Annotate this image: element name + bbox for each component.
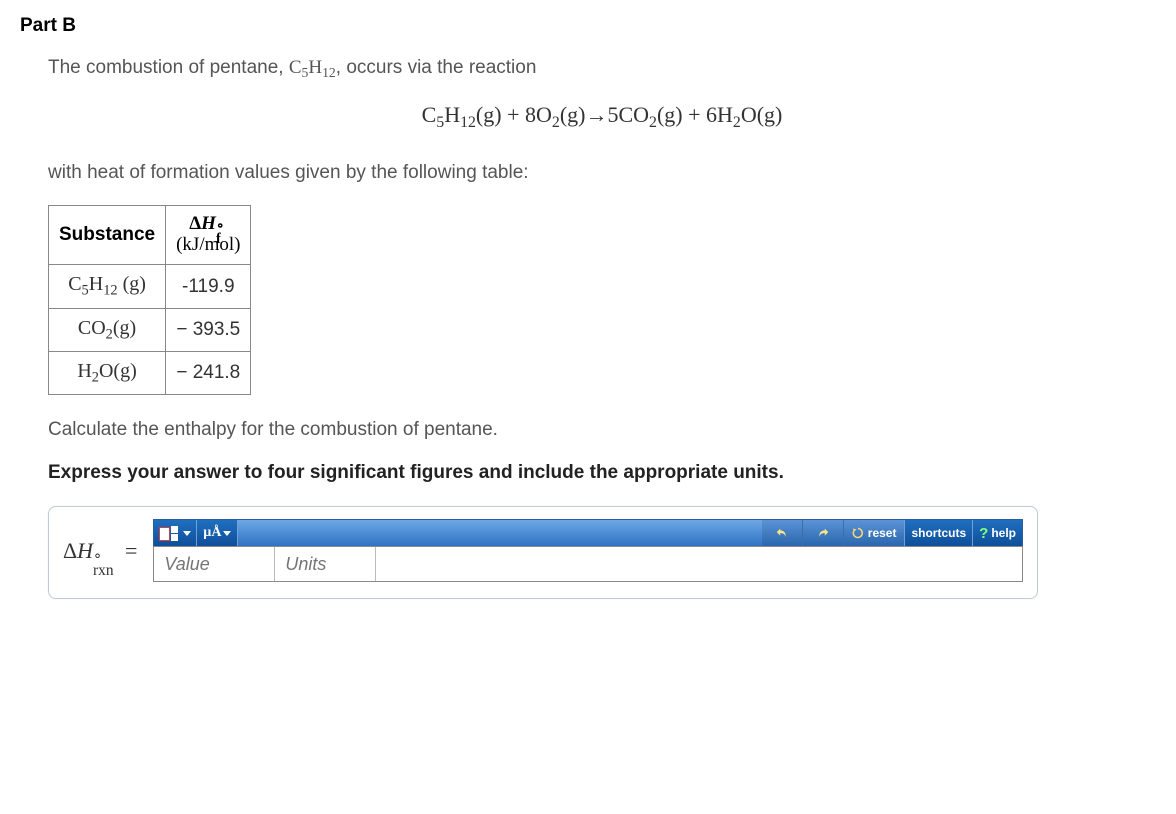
eq-phase1: (g) [476,102,502,127]
chevron-down-icon [183,531,191,536]
undo-icon [775,526,789,540]
row2-substance: CO2(g) [49,308,166,351]
eq-plus2: + [683,102,706,127]
eq-o2-coeff: 8 [525,102,536,127]
row2-value: − 393.5 [166,308,251,351]
table-row: H2O(g) − 241.8 [49,352,251,395]
help-label: help [991,526,1016,540]
eq-co2-coeff: 5 [607,102,618,127]
eq-h12: 12 [460,114,476,131]
intro-suffix: , occurs via the reaction [336,57,537,78]
reaction-equation: C5H12(g) + 8O2(g)→5CO2(g) + 6H2O(g) [48,102,1156,132]
header-substance: Substance [49,205,166,265]
eq-co2-sub: 2 [649,114,657,131]
chevron-down-icon [223,531,231,536]
input-remainder[interactable] [376,547,1022,581]
shortcuts-label: shortcuts [911,526,966,540]
eq-h2o-phase: (g) [757,102,783,127]
shortcuts-button[interactable]: shortcuts [905,520,973,546]
units-input[interactable] [275,547,376,581]
table-row: C5H12 (g) -119.9 [49,265,251,308]
pentane-formula: C5H12 [289,57,336,78]
calc-prompt: Calculate the enthalpy for the combustio… [48,417,1156,444]
eq-plus1: + [502,102,525,127]
eq-h2o-coeff: 6 [706,102,717,127]
formation-table: Substance ΔH∘f (kJ/mol) C5H12 (g) -119.9… [48,205,251,396]
equals-sign: = [119,538,137,563]
reset-button[interactable]: reset [844,520,906,546]
eq-h2o-sub: 2 [733,114,741,131]
header-unit: (kJ/mol) [176,234,240,256]
table-header-row: Substance ΔH∘f (kJ/mol) [49,205,251,265]
row3-substance: H2O(g) [49,352,166,395]
eq-co2-phase: (g) [657,102,683,127]
table-intro: with heat of formation values given by t… [48,160,1156,187]
value-input[interactable] [154,547,275,581]
input-row [153,546,1023,582]
row1-substance: C5H12 (g) [49,265,166,308]
eq-o2-phase: (g) [560,102,586,127]
answer-lhs: ΔH∘rxn = [63,538,137,564]
part-heading: Part B [20,15,1156,37]
intro-text: The combustion of pentane, C5H12, occurs… [48,55,1156,82]
intro-prefix: The combustion of pentane, [48,57,289,78]
answer-panel: ΔH∘rxn = µÅ [48,506,1038,599]
eq-c5: 5 [436,114,444,131]
help-button[interactable]: ? help [973,520,1022,546]
undo-button[interactable] [762,520,803,546]
template-icon [159,526,181,540]
input-toolbar: µÅ reset shortcuts ? [153,519,1023,546]
template-button[interactable] [154,520,197,546]
reset-label: reset [868,526,897,540]
eq-arrow: → [585,102,607,127]
reset-icon [852,527,864,539]
sub-h: 12 [322,65,336,80]
row1-value: -119.9 [166,265,251,308]
input-stack: µÅ reset shortcuts ? [153,519,1023,582]
unit-label: µÅ [203,525,221,541]
redo-icon [816,526,830,540]
special-chars-button[interactable]: µÅ [197,520,238,546]
eq-o2-sub: 2 [552,114,560,131]
table-row: CO2(g) − 393.5 [49,308,251,351]
header-dhf: ΔH∘f (kJ/mol) [166,205,251,265]
redo-button[interactable] [803,520,844,546]
row3-value: − 241.8 [166,352,251,395]
sub-c: 5 [302,65,309,80]
express-prompt: Express your answer to four significant … [48,462,1156,484]
help-icon: ? [979,525,988,542]
